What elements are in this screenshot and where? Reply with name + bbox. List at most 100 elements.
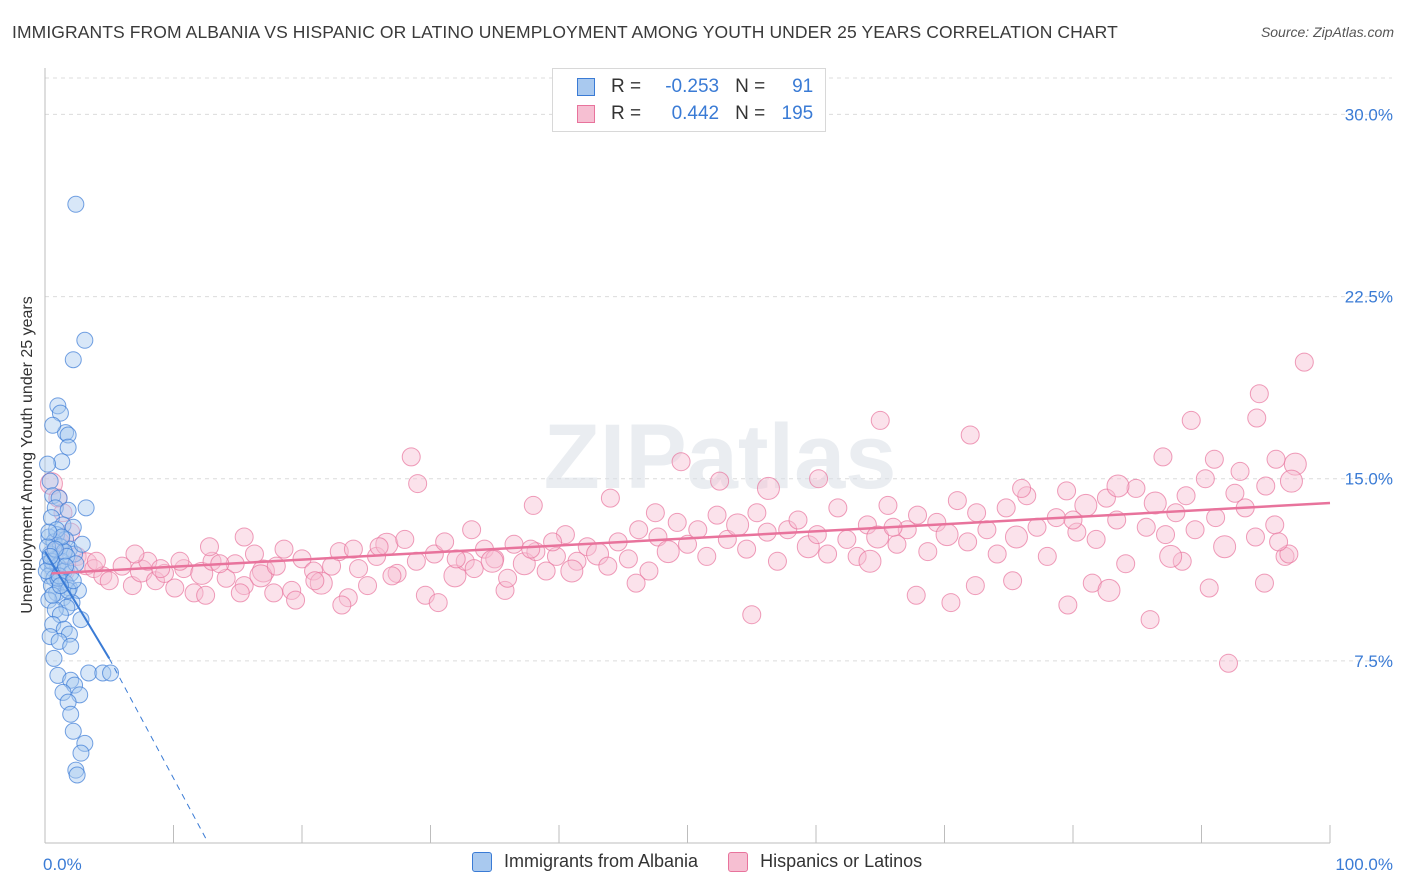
hispanic-point xyxy=(1172,551,1192,571)
albania-point xyxy=(62,637,80,655)
hispanic-point xyxy=(947,491,967,511)
y-tick-label: 7.5% xyxy=(1354,652,1393,671)
hispanic-point xyxy=(918,542,938,562)
albania-point xyxy=(62,705,80,723)
hispanic-point xyxy=(560,559,584,583)
hispanic-point xyxy=(1195,469,1215,489)
bottom-legend-item-albania[interactable]: Immigrants from Albania xyxy=(472,851,698,872)
hispanic-point xyxy=(1176,486,1196,506)
albania-point xyxy=(39,455,57,473)
legend-row-hispanic: R = 0.442 N = 195 xyxy=(577,102,813,126)
hispanic-point xyxy=(249,564,273,588)
hispanic-point xyxy=(543,532,563,552)
hispanic-point xyxy=(305,571,325,591)
hispanic-point xyxy=(1225,483,1245,503)
hispanic-point xyxy=(726,513,750,537)
albania-point xyxy=(64,518,82,536)
hispanic-point xyxy=(406,551,426,571)
albania-point xyxy=(59,438,77,456)
hispanic-point xyxy=(965,576,985,596)
chart-title: IMMIGRANTS FROM ALBANIA VS HISPANIC OR L… xyxy=(12,22,1118,42)
hispanic-point xyxy=(1279,469,1303,493)
hispanic-point xyxy=(498,568,518,588)
hispanic-point xyxy=(1213,535,1237,559)
hispanic-point xyxy=(387,563,407,583)
hispanic-point xyxy=(523,495,543,515)
hispanic-point xyxy=(1086,529,1106,549)
hispanic-point xyxy=(1159,544,1183,568)
legend-swatch-hispanic xyxy=(577,105,595,123)
hispanic-point xyxy=(996,498,1016,518)
hispanic-point xyxy=(1265,515,1285,535)
hispanic-point xyxy=(737,539,757,559)
hispanic-point xyxy=(1063,510,1083,530)
albania-point xyxy=(44,416,62,434)
legend-r-value: -0.253 xyxy=(665,76,720,97)
albania-point xyxy=(41,628,59,646)
hispanic-point xyxy=(688,520,708,540)
hispanic-point xyxy=(504,534,524,554)
hispanic-point xyxy=(908,505,928,525)
albania-points xyxy=(37,195,120,784)
hispanic-point xyxy=(878,495,898,515)
hispanic-point xyxy=(521,539,541,559)
legend-row-albania: R = -0.253 N = 91 xyxy=(577,75,813,99)
hispanic-point xyxy=(1143,491,1167,515)
hispanic-point xyxy=(809,469,829,489)
hispanic-point xyxy=(309,571,333,595)
hispanic-point xyxy=(837,529,857,549)
hispanic-point xyxy=(234,527,254,547)
hispanic-point xyxy=(1156,525,1176,545)
legend-n-label: N = xyxy=(735,76,766,97)
bottom-legend: Immigrants from Albania Hispanics or Lat… xyxy=(472,851,952,872)
hispanic-point xyxy=(866,525,890,549)
albania-trend-extension xyxy=(108,658,207,839)
hispanic-point xyxy=(767,551,787,571)
hispanic-point xyxy=(369,537,389,557)
hispanic-point xyxy=(464,559,484,579)
hispanic-point xyxy=(349,559,369,579)
hispanic-point xyxy=(757,522,777,542)
hispanic-point xyxy=(1126,478,1146,498)
albania-point xyxy=(64,722,82,740)
hispanic-point xyxy=(828,498,848,518)
albania-point xyxy=(46,601,64,619)
hispanic-point xyxy=(1106,474,1130,498)
hispanic-point xyxy=(906,585,926,605)
hispanic-point xyxy=(1136,517,1156,537)
hispanic-point xyxy=(1057,481,1077,501)
bottom-legend-swatch-hispanic xyxy=(728,851,749,872)
albania-point xyxy=(64,351,82,369)
bottom-legend-label-hispanic: Hispanics or Latinos xyxy=(760,851,923,871)
hispanic-point xyxy=(1206,508,1226,528)
hispanic-point xyxy=(264,583,284,603)
albania-point xyxy=(73,535,91,553)
hispanic-point xyxy=(1283,452,1307,476)
bottom-legend-item-hispanic[interactable]: Hispanics or Latinos xyxy=(728,851,922,872)
hispanic-point xyxy=(710,471,730,491)
watermark: ZIPatlas xyxy=(544,406,897,508)
hispanic-point xyxy=(598,556,618,576)
hispanic-point xyxy=(230,583,250,603)
hispanic-point xyxy=(697,546,717,566)
hispanic-point xyxy=(1153,447,1173,467)
hispanic-point xyxy=(747,503,767,523)
hispanic-point xyxy=(1067,522,1087,542)
y-axis-label: Unemployment Among Youth under 25 years xyxy=(19,296,36,614)
albania-point xyxy=(40,523,58,541)
hispanic-point xyxy=(329,542,349,562)
hispanic-point xyxy=(1204,449,1224,469)
albania-point xyxy=(45,649,63,667)
bottom-legend-label-albania: Immigrants from Albania xyxy=(504,851,699,871)
x-tick-label-min: 0.0% xyxy=(43,855,82,874)
hispanic-point xyxy=(1254,573,1274,593)
hispanic-point xyxy=(1096,488,1116,508)
hispanic-point xyxy=(343,539,363,559)
albania-point xyxy=(49,666,67,684)
hispanic-point xyxy=(645,503,665,523)
hispanic-point xyxy=(847,546,867,566)
legend-swatch-albania xyxy=(577,78,595,96)
hispanic-point xyxy=(756,476,780,500)
hispanic-point xyxy=(86,551,106,571)
